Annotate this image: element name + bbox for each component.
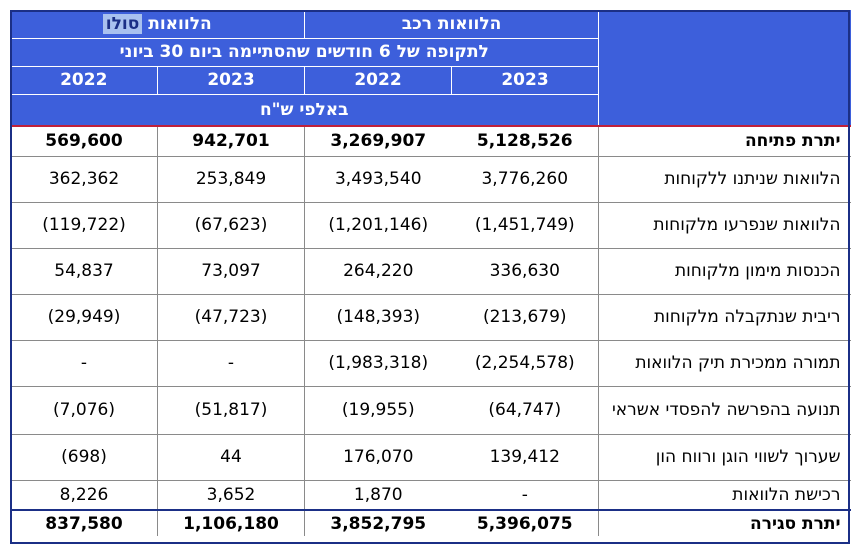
value-cell: 336,630 bbox=[451, 248, 599, 295]
value-cell: (1,451,749) bbox=[451, 202, 599, 249]
value-cell: (213,679) bbox=[451, 294, 599, 341]
value-cell: 54,837 bbox=[10, 248, 158, 295]
table-row: (119,722) (67,623) (1,201,146) (1,451,749) ה… bbox=[10, 202, 851, 249]
value-cell: 3,269,907 bbox=[304, 126, 452, 157]
value-cell: 264,220 bbox=[304, 248, 452, 295]
value-cell: 3,852,795 bbox=[304, 510, 452, 536]
value-cell: (7,076) bbox=[10, 386, 158, 435]
table-row: 54,837 73,097 264,220 336,630 הכנסות מימון מ… bbox=[10, 248, 851, 295]
value-cell: (698) bbox=[10, 434, 158, 481]
value-cell: (67,623) bbox=[157, 202, 305, 249]
table-row: (7,076) (51,817) (19,955) (64,747) תנועה בהפ… bbox=[10, 386, 851, 435]
year-header: 2023 bbox=[157, 66, 305, 95]
value-cell: 837,580 bbox=[10, 510, 158, 536]
table-row: 8,226 3,652 1,870- רכישת הלוואות bbox=[10, 480, 851, 511]
row-label: רכישת הלוואות bbox=[598, 480, 851, 511]
table-row: 837,580 1,106,180 3,852,795 5,396,075 יתרת ס… bbox=[10, 510, 851, 536]
value-cell: 5,128,526 bbox=[451, 126, 599, 157]
value-cell: - bbox=[10, 340, 158, 387]
row-label: יתרת פתיחה bbox=[598, 126, 851, 157]
value-cell: - bbox=[157, 340, 305, 387]
value-cell: (19,955) bbox=[304, 386, 452, 435]
value-cell: (148,393) bbox=[304, 294, 452, 341]
row-label: שערוך לשווי הוגן ורווח הון bbox=[598, 434, 851, 481]
table-row: 569,600 942,701 3,269,907 5,128,526 יתרת פתי… bbox=[10, 126, 851, 157]
value-cell: 176,070 bbox=[304, 434, 452, 481]
value-cell: 569,600 bbox=[10, 126, 158, 157]
value-cell: (1,983,318) bbox=[304, 340, 452, 387]
group-header-solo-highlight: סולו bbox=[102, 13, 143, 34]
value-cell: 1,870 bbox=[304, 480, 452, 511]
group-header-car: הלוואות רכב bbox=[304, 10, 600, 39]
value-cell: (119,722) bbox=[10, 202, 158, 249]
value-cell: 3,652 bbox=[157, 480, 305, 511]
value-cell: 942,701 bbox=[157, 126, 305, 157]
value-cell: 5,396,075 bbox=[476, 513, 573, 534]
row-label: ריבית שנתקבלה מלקוחות bbox=[598, 294, 851, 341]
value-cell: 139,412 bbox=[451, 434, 599, 481]
table-frame bbox=[10, 10, 850, 544]
value-cell: 44 bbox=[157, 434, 305, 481]
value-cell: 253,849 bbox=[157, 156, 305, 203]
period-header: לתקופה של 6 חודשים שהסתיימה ביום 30 ביונ… bbox=[10, 38, 600, 67]
row-label: תמורה ממכירת תיק הלוואות bbox=[598, 340, 851, 387]
value-cell: (1,201,146) bbox=[304, 202, 452, 249]
row-label: הלוואות שנפרעו מלקוחות bbox=[598, 202, 851, 249]
table-row: (698) 44 176,070 139,412 שערוך לשווי הוגן ור… bbox=[10, 434, 851, 481]
table-row: - - (1,983,318) (2,254,578) תמורה ממכירת תיק… bbox=[10, 340, 851, 387]
row-label: תנועה בהפרשה להפסדי אשראי bbox=[598, 386, 851, 435]
value-cell: 3,493,540 bbox=[304, 156, 452, 203]
value-cell: - bbox=[451, 480, 599, 511]
value-cell: (47,723) bbox=[157, 294, 305, 341]
year-header: 2023 bbox=[451, 66, 600, 95]
loans-table: הלוואות סולו הלוואות רכב לתקופה של 6 חוד… bbox=[10, 10, 851, 536]
value-cell: 3,776,260 bbox=[451, 156, 599, 203]
value-cell: 8,226 bbox=[10, 480, 158, 511]
value-cell: 1,106,180 bbox=[157, 510, 305, 536]
group-header-solo: הלוואות סולו bbox=[10, 10, 305, 39]
group-header-solo-prefix: הלוואות bbox=[142, 13, 212, 34]
value-cell: (2,254,578) bbox=[451, 340, 599, 387]
year-header: 2022 bbox=[10, 66, 158, 95]
value-cell: (64,747) bbox=[451, 386, 599, 435]
year-header: 2022 bbox=[304, 66, 452, 95]
value-cell: 362,362 bbox=[10, 156, 158, 203]
value-cell: 73,097 bbox=[157, 248, 305, 295]
header-blank-cell bbox=[598, 10, 851, 127]
value-cell: (51,817) bbox=[157, 386, 305, 435]
units-header: באלפי ש"ח bbox=[10, 94, 600, 127]
table-row: (29,949) (47,723) (148,393) (213,679) ריבית … bbox=[10, 294, 851, 341]
row-label: הכנסות מימון מלקוחות bbox=[598, 248, 851, 295]
table-row: 362,362 253,849 3,493,540 3,776,260 הלוואות … bbox=[10, 156, 851, 203]
row-label: יתרת סגירה bbox=[598, 510, 851, 536]
row-label: הלוואות שניתנו ללקוחות bbox=[598, 156, 851, 203]
